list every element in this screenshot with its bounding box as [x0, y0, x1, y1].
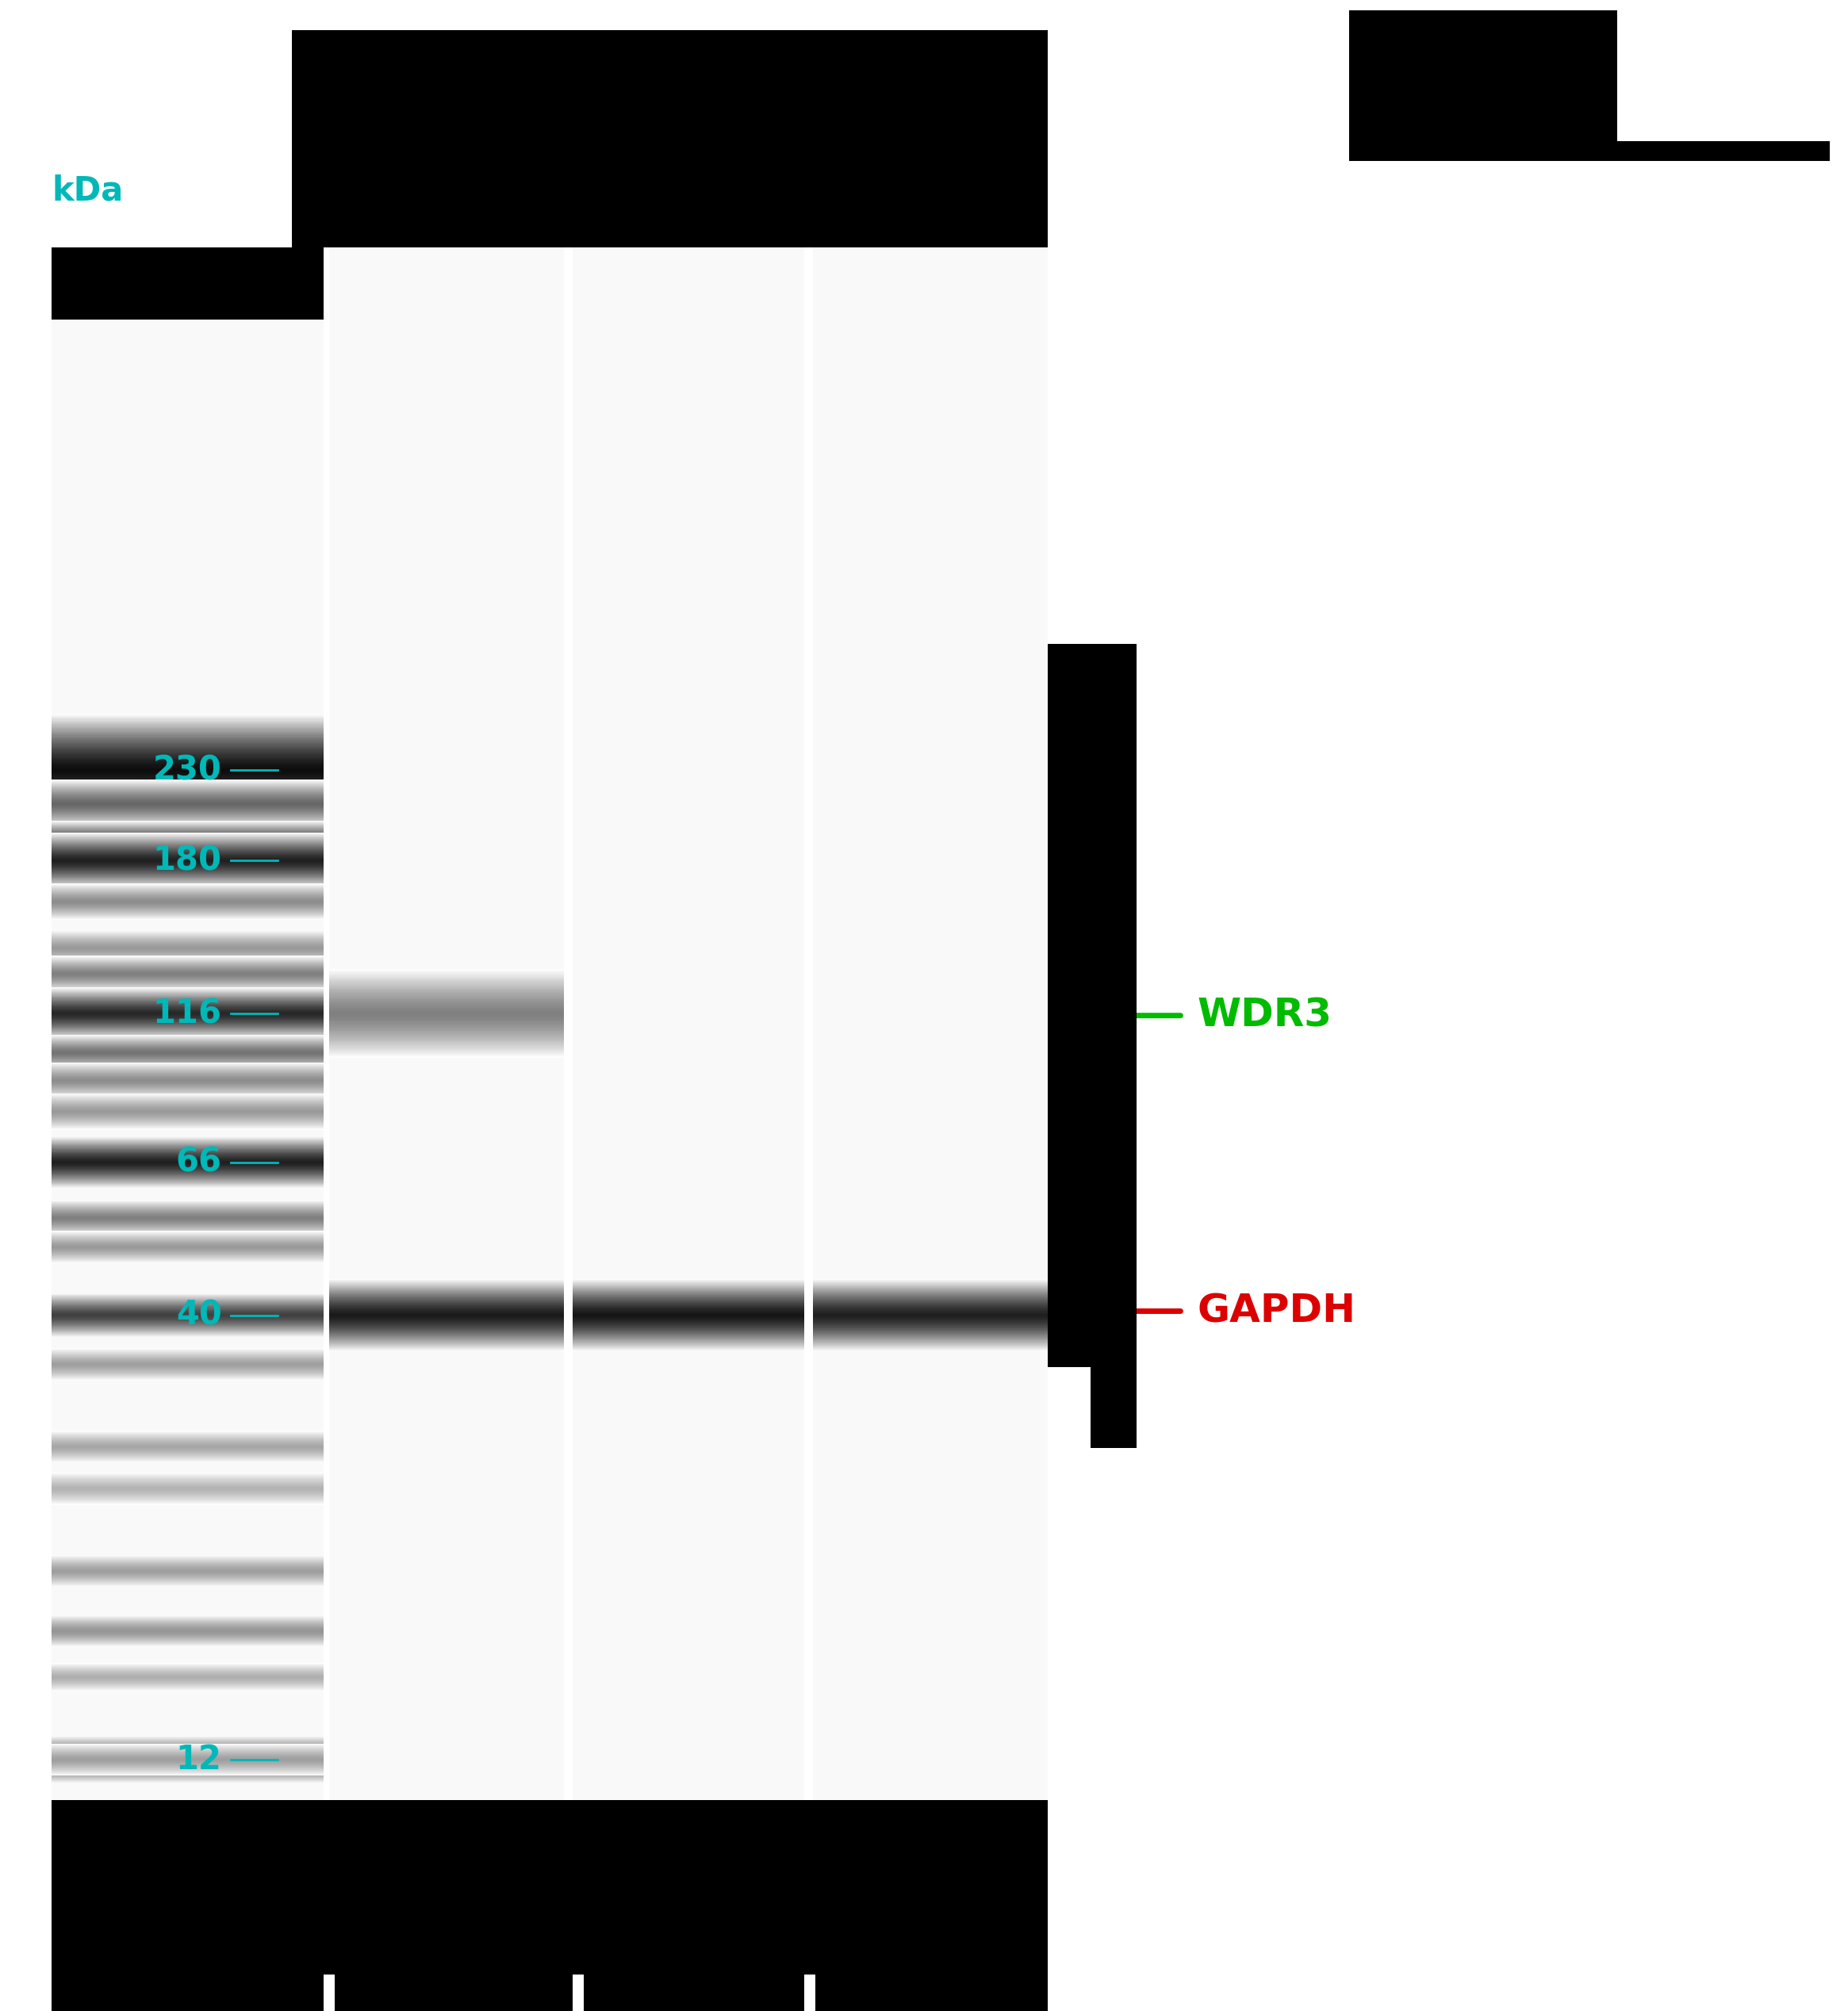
Text: 230: 230: [153, 754, 222, 786]
Text: kDa: kDa: [52, 175, 124, 207]
Bar: [52, 1800, 1048, 2011]
Bar: [1048, 1367, 1090, 1448]
Text: 40: 40: [176, 1299, 222, 1331]
Text: GAPDH: GAPDH: [1198, 1293, 1356, 1329]
Text: 180: 180: [153, 845, 222, 877]
Bar: [52, 247, 323, 1800]
Bar: [329, 247, 564, 1800]
Bar: [1349, 141, 1830, 161]
Bar: [52, 247, 323, 320]
Bar: [813, 247, 1048, 1800]
Bar: [1048, 644, 1137, 1448]
Text: 116: 116: [153, 997, 222, 1030]
Bar: [573, 247, 804, 1800]
Bar: [292, 30, 1048, 247]
Text: 12: 12: [176, 1744, 222, 1776]
Text: 66: 66: [176, 1146, 222, 1178]
Bar: [323, 1975, 334, 2011]
Bar: [1349, 10, 1617, 141]
Bar: [804, 1975, 815, 2011]
Bar: [573, 1975, 584, 2011]
Text: WDR3: WDR3: [1198, 997, 1332, 1034]
